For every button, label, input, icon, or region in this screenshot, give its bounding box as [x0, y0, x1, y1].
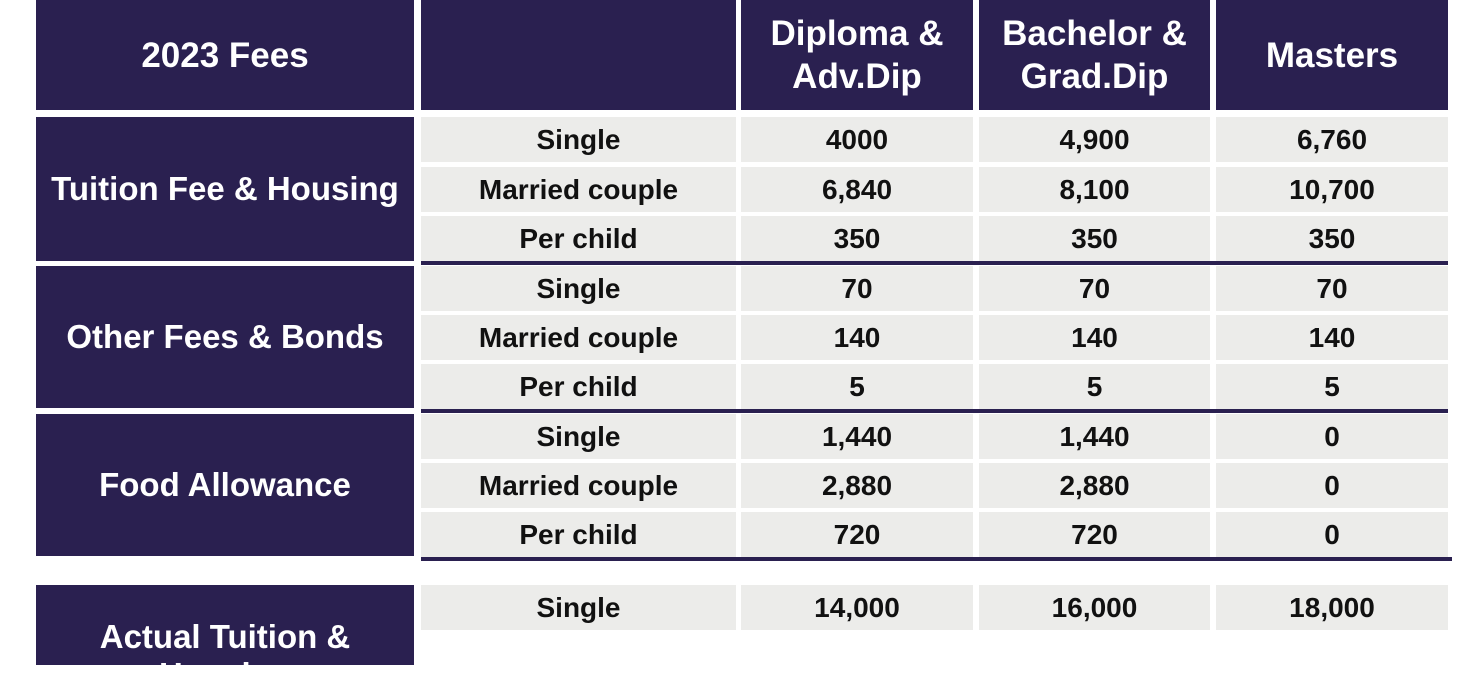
fee-value: 140: [741, 315, 973, 360]
row-label: Married couple: [421, 463, 736, 508]
group-tuition-housing: Tuition Fee & Housing: [36, 117, 414, 261]
fee-value: 4,900: [979, 117, 1210, 162]
header-bachelor: Bachelor & Grad.Dip: [979, 0, 1210, 110]
header-blank: [421, 0, 736, 110]
row-label: Per child: [421, 512, 736, 557]
header-diploma: Diploma & Adv.Dip: [741, 0, 973, 110]
section-divider: [421, 261, 1448, 265]
fee-value: 70: [741, 266, 973, 311]
fee-value: 2,880: [979, 463, 1210, 508]
fee-value: 350: [741, 216, 973, 261]
row-label: Single: [421, 117, 736, 162]
header-masters: Masters: [1216, 0, 1448, 110]
fee-value: 16,000: [979, 585, 1210, 630]
fee-value: 5: [1216, 364, 1448, 409]
fee-value: 720: [741, 512, 973, 557]
fee-value: 6,840: [741, 167, 973, 212]
fee-value: 70: [979, 266, 1210, 311]
fee-value: 140: [979, 315, 1210, 360]
fee-value: 0: [1216, 463, 1448, 508]
fee-value: 350: [979, 216, 1210, 261]
row-label: Married couple: [421, 167, 736, 212]
section-divider: [421, 409, 1448, 413]
header-title: 2023 Fees: [36, 0, 414, 110]
row-label: Per child: [421, 364, 736, 409]
fee-value: 10,700: [1216, 167, 1448, 212]
fee-value: 4000: [741, 117, 973, 162]
fee-value: 1,440: [741, 414, 973, 459]
fee-value: 140: [1216, 315, 1448, 360]
fee-value: 350: [1216, 216, 1448, 261]
row-label: Married couple: [421, 315, 736, 360]
row-label: Single: [421, 414, 736, 459]
fee-value: 0: [1216, 512, 1448, 557]
fees-page: { "header": { "title": "2023 Fees", "bla…: [36, 0, 1452, 665]
fee-value: 14,000: [741, 585, 973, 630]
fee-value: 18,000: [1216, 585, 1448, 630]
fee-value: 8,100: [979, 167, 1210, 212]
group-other-fees: Other Fees & Bonds: [36, 266, 414, 408]
row-label: Per child: [421, 216, 736, 261]
fee-value: 70: [1216, 266, 1448, 311]
group-actual-tuition: Actual Tuition & Housing: [36, 585, 414, 693]
fee-value: 5: [741, 364, 973, 409]
group-food-allowance: Food Allowance: [36, 414, 414, 556]
fee-value: 2,880: [741, 463, 973, 508]
fee-value: 720: [979, 512, 1210, 557]
row-label: Single: [421, 266, 736, 311]
fee-value: 5: [979, 364, 1210, 409]
fee-value: 0: [1216, 414, 1448, 459]
row-label: Single: [421, 585, 736, 630]
fee-value: 1,440: [979, 414, 1210, 459]
section-divider: [421, 557, 1452, 561]
fee-value: 6,760: [1216, 117, 1448, 162]
